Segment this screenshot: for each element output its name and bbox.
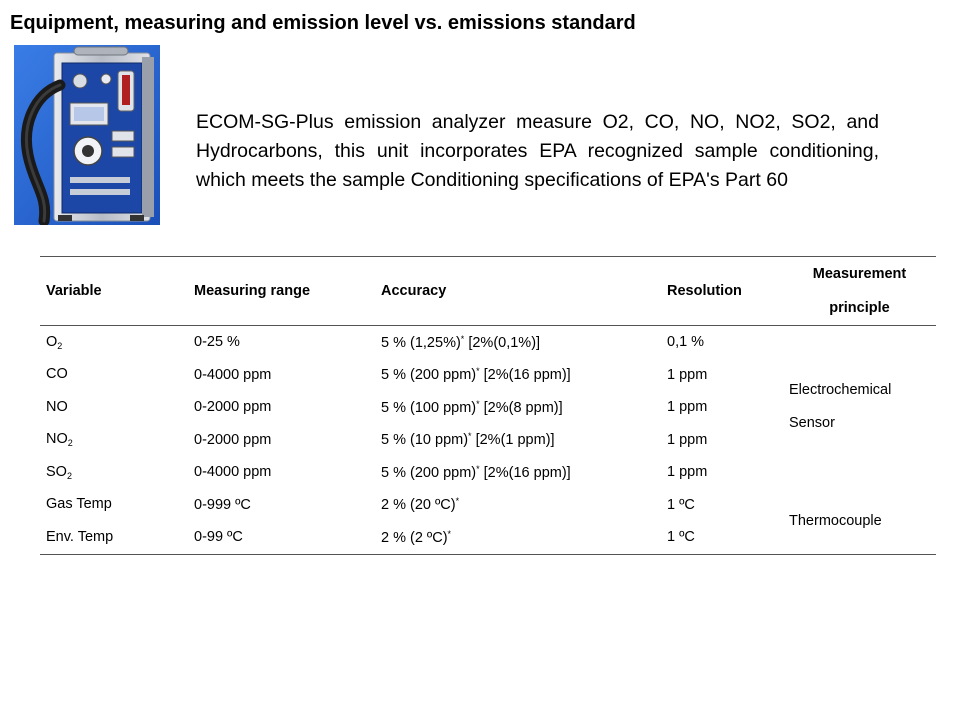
range-cell: 0-2000 ppm [194, 431, 272, 448]
accuracy-footnote-mark: * [460, 333, 465, 344]
accuracy-extra: [2%(16 ppm)] [479, 367, 571, 384]
page-title: Equipment, measuring and emission level … [10, 12, 636, 34]
resolution-cell: 1 ppm [667, 366, 708, 383]
accuracy-cell: 2 % (2 ºC)* [375, 521, 661, 554]
variable-name: Gas Temp [46, 496, 112, 513]
principle-line1: Thermocouple [789, 512, 882, 529]
resolution-cell: 1 ºC [667, 496, 695, 513]
accuracy-cell: 5 % (10 ppm)* [2%(1 ppm)] [375, 424, 661, 457]
accuracy-cell: 5 % (200 ppm)* [2%(16 ppm)] [375, 359, 661, 392]
accuracy-cell: 5 % (200 ppm)* [2%(16 ppm)] [375, 456, 661, 489]
variable-cell: Env. Temp [40, 521, 188, 554]
variable-name: NO [46, 398, 68, 415]
accuracy-footnote-mark: * [455, 496, 460, 507]
analyzer-description: ECOM-SG-Plus emission analyzer measure O… [196, 111, 879, 191]
accuracy-cell: 5 % (100 ppm)* [2%(8 ppm)] [375, 391, 661, 424]
accuracy-value: 5 % (1,25%) [381, 334, 461, 351]
resolution-cell: 1 ppm [667, 399, 708, 416]
variable-subscript: 2 [67, 438, 73, 449]
accuracy-value: 5 % (10 ppm) [381, 432, 469, 449]
resolution-cell: 1 ºC [667, 529, 695, 546]
range-cell: 0-2000 ppm [194, 399, 272, 416]
header-measurement-principle: Measurement principle [783, 257, 936, 326]
variable-cell: Gas Temp [40, 489, 188, 522]
accuracy-value: 2 % (2 ºC) [381, 529, 448, 546]
principle-cell: Electrochemical Sensor [783, 326, 936, 489]
table-header-row: Variable Measuring range Accuracy Resolu… [40, 256, 936, 326]
analyzer-photo [14, 45, 160, 225]
header-accuracy: Accuracy [381, 283, 447, 299]
principle-line2: Sensor [789, 415, 835, 432]
variable-name: O [46, 333, 58, 350]
header-principle-line1: Measurement [812, 266, 907, 282]
table-row: NO2 0-2000 ppm 5 % (10 ppm)* [2%(1 ppm)]… [40, 424, 936, 457]
header-principle-line2: principle [829, 300, 890, 316]
range-cell: 0-4000 ppm [194, 464, 272, 481]
accuracy-value: 5 % (100 ppm) [381, 399, 477, 416]
header-variable: Variable [46, 283, 102, 299]
resolution-cell: 1 ppm [667, 431, 708, 448]
accuracy-value: 2 % (20 ºC) [381, 497, 456, 514]
resolution-cell: 1 ppm [667, 464, 708, 481]
principle-cell: Thermocouple [783, 489, 936, 555]
accuracy-extra: [2%(16 ppm)] [479, 464, 571, 481]
variable-cell: NO2 [40, 424, 188, 457]
resolution-cell: 0,1 % [667, 334, 705, 351]
variable-subscript: 2 [66, 470, 72, 481]
variable-name: Env. Temp [46, 528, 114, 545]
accuracy-cell: 2 % (20 ºC)* [375, 489, 661, 522]
accuracy-footnote-mark: * [447, 528, 452, 539]
variable-cell: NO [40, 391, 188, 424]
accuracy-value: 5 % (200 ppm) [381, 367, 477, 384]
table-row: O2 0-25 % 5 % (1,25%)* [2%(0,1%)] 0,1 % … [40, 326, 936, 432]
variable-cell: CO [40, 359, 188, 392]
accuracy-footnote-mark: * [468, 431, 472, 442]
header-measuring-range: Measuring range [194, 283, 311, 299]
range-cell: 0-999 ºC [194, 496, 251, 513]
accuracy-extra: [2%(1 ppm)] [471, 432, 555, 449]
table-row: Env. Temp 0-99 ºC 2 % (2 ºC)* 1 ºC [40, 521, 936, 554]
table-row: Gas Temp 0-999 ºC 2 % (20 ºC)* 1 ºC Ther… [40, 489, 936, 528]
accuracy-cell: 5 % (1,25%)* [2%(0,1%)] [375, 326, 661, 359]
header-resolution: Resolution [667, 283, 742, 299]
variable-cell: O2 [40, 326, 188, 359]
accuracy-footnote-mark: * [476, 366, 480, 377]
table-row: NO 0-2000 ppm 5 % (100 ppm)* [2%(8 ppm)]… [40, 391, 936, 424]
range-cell: 0-25 % [194, 334, 240, 351]
variable-name: CO [46, 366, 68, 383]
variable-cell: SO2 [40, 456, 188, 489]
range-cell: 0-4000 ppm [194, 366, 272, 383]
variable-name: NO [46, 431, 68, 448]
variable-name: SO [46, 463, 67, 480]
accuracy-value: 5 % (200 ppm) [381, 464, 477, 481]
principle-line1: Electrochemical [789, 382, 892, 399]
table-row: SO2 0-4000 ppm 5 % (200 ppm)* [2%(16 ppm… [40, 456, 936, 489]
accuracy-footnote-mark: * [476, 463, 480, 474]
accuracy-extra: [2%(0,1%)] [464, 334, 541, 351]
accuracy-footnote-mark: * [476, 398, 480, 409]
range-cell: 0-99 ºC [194, 529, 243, 546]
variable-subscript: 2 [57, 340, 63, 351]
accuracy-extra: [2%(8 ppm)] [479, 399, 563, 416]
specs-table-container: Variable Measuring range Accuracy Resolu… [40, 256, 936, 555]
specs-table: Variable Measuring range Accuracy Resolu… [40, 256, 936, 555]
table-row: CO 0-4000 ppm 5 % (200 ppm)* [2%(16 ppm)… [40, 359, 936, 392]
